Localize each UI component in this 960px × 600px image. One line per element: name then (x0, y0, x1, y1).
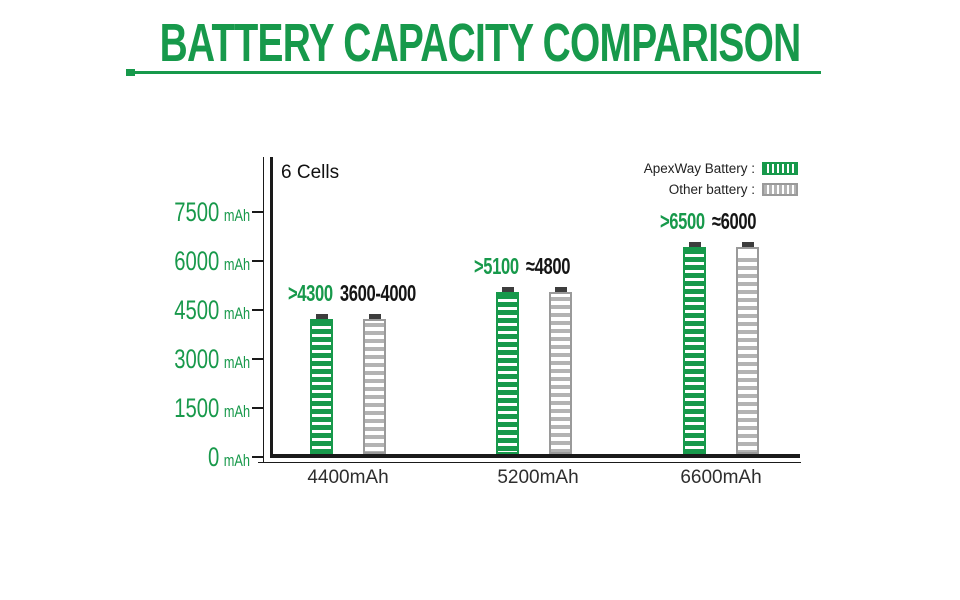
x-axis-ruler-line (258, 462, 801, 463)
legend-label-apexway: ApexWay Battery : (643, 161, 755, 176)
y-axis-value: 1500 (174, 393, 220, 423)
y-axis-label-3000: 3000 mAh (174, 344, 250, 374)
y-axis-line (270, 157, 273, 458)
y-axis-unit: mAh (223, 206, 250, 225)
y-axis-value: 0 (208, 442, 220, 472)
y-axis-label-4500: 4500 mAh (174, 295, 250, 325)
apexway-value-label: >4300 (288, 280, 333, 306)
other-value-label: ≈4800 (525, 253, 571, 279)
y-tick-1500 (252, 407, 264, 409)
cells-annotation: 6 Cells (281, 162, 340, 183)
other-battery-fill (551, 297, 570, 452)
battery-cap-icon (688, 242, 701, 247)
battery-cap-icon (368, 314, 381, 319)
apexway-battery-bar (310, 314, 333, 454)
y-axis-unit: mAh (223, 402, 250, 421)
page-title-text: BATTERY CAPACITY COMPARISON (159, 13, 802, 73)
battery-body (683, 247, 706, 454)
other-battery-bar (363, 314, 386, 454)
battery-cap-icon (315, 314, 328, 319)
legend-item-other: Other battery : (644, 182, 798, 197)
apexway-battery-bar (683, 242, 706, 454)
title-underline (128, 71, 821, 74)
y-axis-label-7500: 7500 mAh (174, 197, 250, 227)
page-title: BATTERY CAPACITY COMPARISON (0, 13, 960, 73)
y-axis-value: 3000 (174, 344, 220, 374)
battery-body (736, 247, 759, 454)
x-axis-line (270, 454, 800, 458)
battery-body (496, 292, 519, 454)
x-category-label: 5200mAh (497, 467, 579, 488)
battery-body (363, 319, 386, 454)
y-axis-label-6000: 6000 mAh (174, 246, 250, 276)
y-axis-value: 7500 (174, 197, 220, 227)
y-tick-0 (252, 456, 264, 458)
battery-body (310, 319, 333, 454)
x-category-label: 6600mAh (680, 467, 762, 488)
other-value-label: 3600-4000 (339, 280, 416, 306)
other-battery-fill (738, 258, 757, 452)
battery-cap-icon (501, 287, 514, 292)
y-tick-3000 (252, 358, 264, 360)
value-label-group-1: >4300 3600-4000 (288, 282, 416, 305)
legend-item-apexway: ApexWay Battery : (644, 161, 798, 176)
legend-label-other: Other battery : (668, 182, 755, 197)
y-tick-4500 (252, 309, 264, 311)
y-axis-unit: mAh (223, 255, 250, 274)
green-striped-swatch-icon (762, 162, 798, 175)
x-category-label: 4400mAh (307, 467, 389, 488)
title-underline-dot (126, 69, 135, 76)
y-axis-value: 4500 (174, 295, 220, 325)
y-axis-label-1500: 1500 mAh (174, 393, 250, 423)
y-axis-value: 6000 (174, 246, 220, 276)
apexway-battery-bar (496, 287, 519, 454)
apexway-value-label: >5100 (474, 253, 519, 279)
battery-cap-icon (554, 287, 567, 292)
y-axis-unit: mAh (223, 353, 250, 372)
y-tick-6000 (252, 260, 264, 262)
battery-cap-icon (741, 242, 754, 247)
other-battery-bar (549, 287, 572, 454)
other-battery-fill (365, 323, 384, 452)
other-value-label: ≈6000 (711, 208, 757, 234)
chart-legend: ApexWay Battery : Other battery : (644, 161, 798, 203)
y-tick-7500 (252, 211, 264, 213)
battery-body (549, 292, 572, 454)
y-axis-label-0: 0 mAh (208, 442, 250, 472)
value-label-group-3: >6500 ≈6000 (660, 210, 756, 233)
apexway-value-label: >6500 (660, 208, 705, 234)
y-axis-unit: mAh (223, 451, 250, 470)
value-label-group-2: >5100 ≈4800 (474, 255, 570, 278)
gray-striped-swatch-icon (762, 183, 798, 196)
y-axis-unit: mAh (223, 304, 250, 323)
other-battery-bar (736, 242, 759, 454)
